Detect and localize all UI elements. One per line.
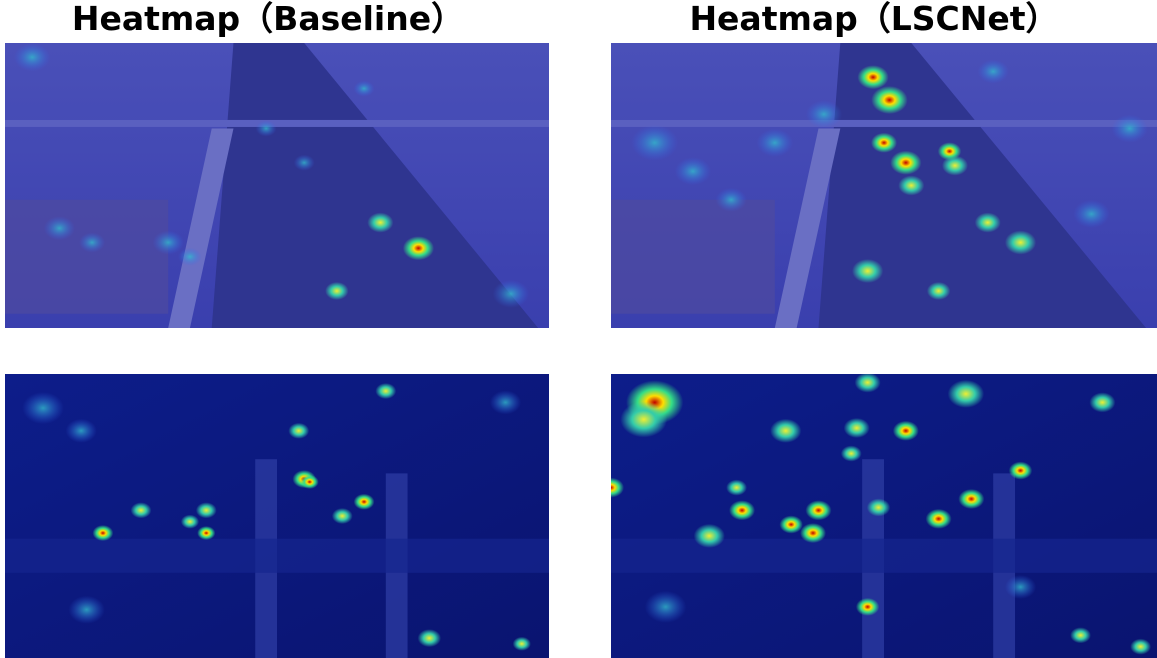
- body: Heatmap（Baseline） Heatmap（LSCNet） (() =>…: [0, 0, 1157, 658]
- heat-spot: [93, 525, 114, 541]
- heat-spot: [68, 596, 104, 624]
- heat-spot: [841, 446, 862, 462]
- heat-spot: [1070, 627, 1091, 643]
- heat-spot: [871, 133, 897, 153]
- heat-spot: [66, 419, 97, 443]
- heat-spot: [958, 489, 984, 509]
- heat-spot: [716, 188, 747, 212]
- heat-spot: [844, 418, 870, 438]
- heat-spot: [938, 142, 961, 160]
- heat-spot: [800, 523, 826, 543]
- heat-spot: [332, 508, 353, 524]
- heat-spot: [197, 526, 215, 540]
- heatmap-image: [611, 43, 1157, 328]
- heat-spot: [301, 475, 319, 489]
- heat-spot: [79, 233, 105, 253]
- heat-spot: [181, 515, 199, 529]
- heat-spot: [620, 401, 667, 437]
- heat-spot: [1073, 200, 1109, 228]
- heat-spot: [805, 500, 831, 520]
- heat-spot: [779, 516, 802, 534]
- heat-spot: [856, 598, 879, 616]
- heat-spot: [403, 236, 434, 260]
- heat-spot: [857, 65, 888, 89]
- heat-spot: [294, 155, 315, 171]
- bridge: [611, 120, 1157, 127]
- heat-spot: [645, 591, 687, 623]
- heat-spot: [493, 280, 529, 308]
- heat-spot: [22, 392, 64, 424]
- heat-spot: [1089, 392, 1115, 412]
- heat-spot: [806, 100, 842, 128]
- heat-spot: [978, 60, 1009, 84]
- panel-title: Heatmap（Baseline）: [72, 0, 464, 38]
- panel-title: Heatmap（LSCNet）: [689, 0, 1058, 38]
- heat-spot: [178, 248, 201, 266]
- heat-spot: [354, 81, 375, 97]
- page: {"panels": [{"title": "Heatmap（Baseline）…: [0, 0, 1157, 658]
- heat-spot: [893, 421, 919, 441]
- heat-spot: [256, 121, 277, 137]
- heat-spot: [196, 502, 217, 518]
- ground: [611, 200, 775, 314]
- heat-spot: [1005, 231, 1036, 255]
- heatmap-image: [5, 374, 549, 658]
- road-band: [5, 539, 549, 573]
- heat-spot: [631, 125, 678, 161]
- heat-spot: [1009, 462, 1032, 480]
- figure: Heatmap（Baseline） Heatmap（LSCNet）: [0, 0, 1157, 658]
- heat-spot: [867, 498, 890, 516]
- heat-spot: [44, 216, 75, 240]
- heat-spot: [375, 383, 396, 399]
- heat-spot: [729, 500, 755, 520]
- heat-spot: [1112, 115, 1148, 143]
- heat-spot: [890, 151, 921, 175]
- road-band: [611, 539, 1157, 573]
- heatmap-image: [5, 43, 549, 328]
- heat-spot: [975, 213, 1001, 233]
- heat-spot: [871, 86, 907, 114]
- heat-spot: [852, 259, 883, 283]
- heat-spot: [490, 390, 521, 414]
- heat-spot: [855, 373, 881, 393]
- heat-spot: [14, 43, 50, 71]
- heat-spot: [131, 502, 152, 518]
- ground: [5, 200, 168, 314]
- bridge: [5, 120, 549, 127]
- heat-spot: [367, 213, 393, 233]
- heatmaps: [5, 43, 1157, 658]
- heat-spot: [1130, 639, 1151, 655]
- heat-spot: [726, 480, 747, 496]
- heat-spot: [898, 176, 924, 196]
- heat-spot: [598, 478, 624, 498]
- heat-spot: [675, 157, 711, 185]
- heat-spot: [694, 524, 725, 548]
- heat-spot: [325, 282, 348, 300]
- heat-spot: [948, 380, 984, 408]
- heat-spot: [1005, 575, 1036, 599]
- heat-spot: [153, 231, 184, 255]
- heat-spot: [513, 637, 531, 651]
- heat-spot: [770, 419, 801, 443]
- heat-spot: [927, 282, 950, 300]
- heat-spot: [418, 629, 441, 647]
- heat-spot: [288, 423, 309, 439]
- heat-spot: [757, 129, 793, 157]
- heatmap-image: [598, 373, 1157, 658]
- heat-spot: [926, 509, 952, 529]
- heat-spot: [354, 494, 375, 510]
